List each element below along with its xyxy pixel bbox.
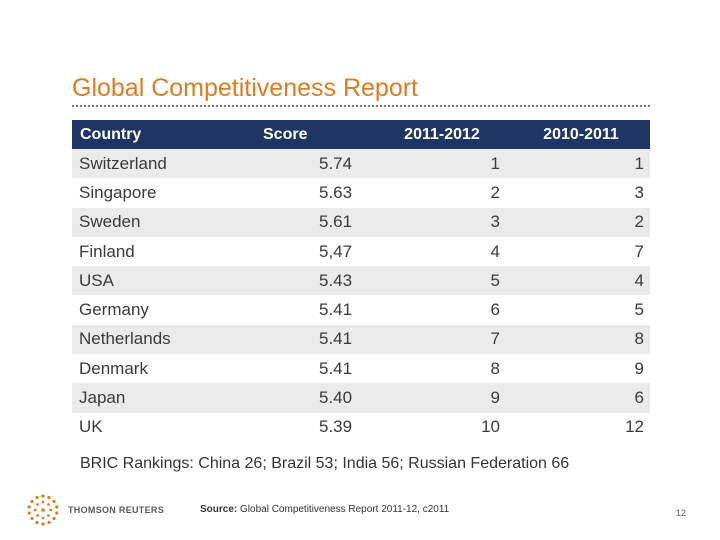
logo-wordmark: THOMSON REUTERS [68,505,165,515]
score-cell: 5.61 [217,207,372,237]
rank-2011-cell: 8 [372,354,512,384]
source-citation: Source: Global Competitiveness Report 20… [200,504,449,515]
rank-2010-cell: 6 [512,383,650,413]
rank-2010-cell: 9 [512,354,650,384]
rank-2011-cell: 5 [372,266,512,296]
rank-2011-cell: 3 [372,207,512,237]
header-rank-2010-2011: 2010-2011 [512,120,650,149]
table-header-row: Country Score 2011-2012 2010-2011 [72,120,650,149]
rank-2011-cell: 10 [372,412,512,442]
rank-2011-cell: 1 [372,149,512,179]
rank-2010-cell: 7 [512,236,650,267]
rank-2010-cell: 1 [512,149,650,179]
rank-2010-cell: 5 [512,295,650,325]
score-cell: 5.74 [217,149,372,179]
score-cell: 5.41 [217,354,372,384]
table-row: Germany 5.41 6 5 [72,295,650,325]
country-cell: Japan [72,383,217,413]
source-label: Source: [200,504,238,515]
table-row: Denmark 5.41 8 9 [72,354,650,384]
page-number: 12 [676,508,687,518]
country-cell: Germany [72,295,217,325]
score-cell: 5.39 [217,412,372,442]
table-row: Singapore 5.63 2 3 [72,178,650,208]
score-cell: 5.63 [217,178,372,208]
country-cell: Switzerland [72,149,217,179]
table-row: Japan 5.40 9 6 [72,383,650,413]
table-row: Switzerland 5.74 1 1 [72,149,650,179]
thomson-reuters-globe-icon [27,494,59,526]
country-cell: Sweden [72,207,217,237]
score-cell: 5,47 [217,236,372,267]
header-country: Country [72,120,217,149]
rank-2010-cell: 2 [512,207,650,237]
header-rank-2011-2012: 2011-2012 [372,120,512,149]
score-cell: 5.43 [217,266,372,296]
rank-2010-cell: 4 [512,266,650,296]
table-row: USA 5.43 5 4 [72,266,650,296]
rank-2011-cell: 2 [372,178,512,208]
country-cell: Denmark [72,354,217,384]
table-row: Sweden 5.61 3 2 [72,207,650,237]
score-cell: 5.41 [217,295,372,325]
country-cell: Netherlands [72,324,217,355]
table-row: Netherlands 5.41 7 8 [72,324,650,355]
rank-2010-cell: 3 [512,178,650,208]
bric-rankings-note: BRIC Rankings: China 26; Brazil 53; Indi… [80,455,570,472]
table-row: UK 5.39 10 12 [72,412,650,442]
country-cell: Finland [72,236,217,267]
title-divider [72,105,650,107]
source-text: Global Competitiveness Report 2011-12, c… [240,504,450,515]
rank-2010-cell: 8 [512,324,650,355]
country-cell: UK [72,412,217,442]
rank-2010-cell: 12 [512,412,650,442]
table-row: Finland 5,47 4 7 [72,236,650,267]
rankings-table: Country Score 2011-2012 2010-2011 Switze… [72,120,650,442]
score-cell: 5.41 [217,324,372,355]
rank-2011-cell: 9 [372,383,512,413]
country-cell: USA [72,266,217,296]
header-score: Score [217,120,372,149]
country-cell: Singapore [72,178,217,208]
rank-2011-cell: 6 [372,295,512,325]
score-cell: 5.40 [217,383,372,413]
slide-title: Global Competitiveness Report [72,74,418,102]
rank-2011-cell: 7 [372,324,512,355]
thomson-reuters-logo: THOMSON REUTERS [26,493,164,527]
rank-2011-cell: 4 [372,236,512,267]
